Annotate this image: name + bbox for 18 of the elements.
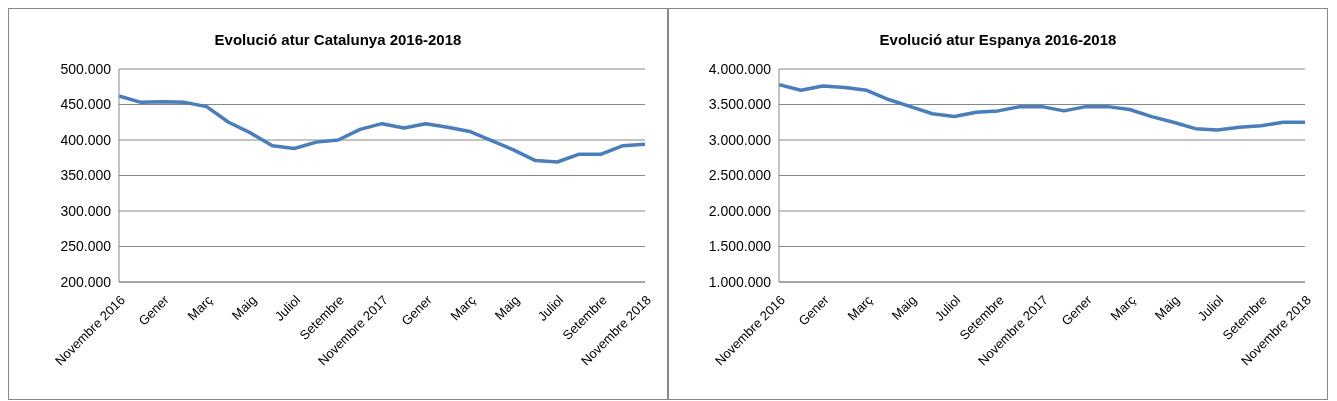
y-tick-label: 3.000.000: [708, 131, 772, 148]
chart-title: Evolució atur Espanya 2016-2018: [878, 31, 1118, 48]
chart-title: Evolució atur Catalunya 2016-2018: [213, 31, 463, 48]
y-tick-label: 350.000: [60, 167, 112, 184]
y-tick-label: 3.500.000: [708, 96, 772, 113]
line-series: [777, 82, 1307, 132]
y-tick-label: 2.000.000: [708, 202, 772, 219]
y-tick-label: 2.500.000: [708, 167, 772, 184]
y-tick-label: 450.000: [60, 96, 112, 113]
y-tick-label: 200.000: [60, 273, 112, 290]
y-tick-label: 300.000: [60, 202, 112, 219]
y-tick-label: 1.000.000: [708, 273, 772, 290]
line-series: [117, 94, 647, 164]
y-tick-label: 4.000.000: [708, 60, 772, 77]
y-tick-label: 500.000: [60, 60, 112, 77]
y-tick-label: 400.000: [60, 131, 112, 148]
y-tick-label: 1.500.000: [708, 238, 772, 255]
y-tick-label: 250.000: [60, 238, 112, 255]
